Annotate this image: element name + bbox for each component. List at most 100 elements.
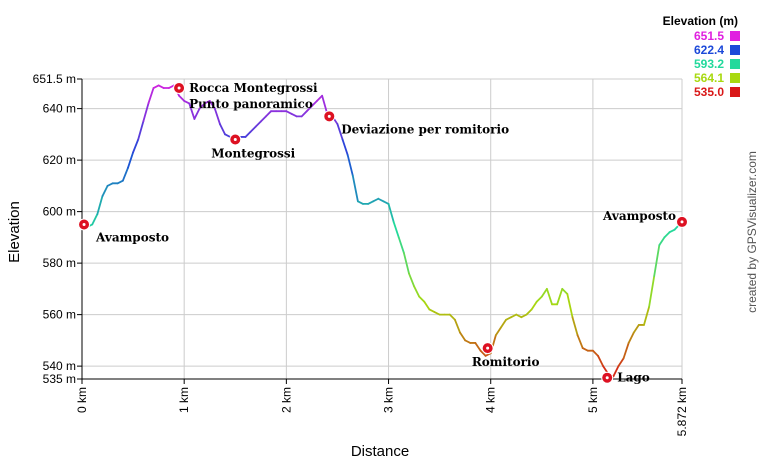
profile-segment (285, 110, 293, 115)
waypoint-label: Romitorio (472, 355, 540, 369)
profile-segment (433, 311, 441, 316)
waypoint-marker-center (680, 220, 684, 224)
legend-value: 622.4 (694, 43, 724, 57)
profile-segment (321, 94, 329, 115)
legend-swatch (730, 87, 740, 97)
y-axis-title: Elevation (6, 201, 23, 263)
profile-segment (101, 184, 109, 198)
profile-segment (219, 123, 226, 136)
profile-segment (643, 305, 650, 326)
waypoint-markers: Avamposto Rocca Montegrossi Montegrossi Dev… (78, 81, 688, 385)
profile-segment (147, 87, 155, 105)
profile-segment (336, 123, 344, 141)
profile-segment (632, 324, 640, 334)
waypoint-marker-center (327, 114, 331, 118)
profile-segment (259, 115, 267, 123)
profile-segment (505, 316, 513, 321)
legend-value: 651.5 (694, 29, 724, 43)
profile-segment (525, 308, 533, 316)
y-tick-label: 620 m (43, 153, 76, 167)
waypoint-marker-center (233, 138, 237, 142)
waypoint-marker-center (605, 376, 609, 380)
profile-segment (351, 174, 359, 203)
y-tick-label: 535 m (43, 372, 76, 386)
profile-segment (265, 110, 272, 118)
x-tick-label: 4 km (484, 387, 498, 413)
profile-segment (566, 293, 574, 319)
waypoint-label: Montegrossi (211, 147, 295, 161)
profile-segment (648, 275, 656, 308)
x-tick-label: 0 km (75, 387, 89, 413)
profile-segment (372, 197, 380, 203)
profile-segment (402, 251, 410, 275)
profile-segment (591, 349, 599, 357)
profile-segment (178, 94, 186, 102)
profile-segment (213, 107, 221, 125)
profile-segment (157, 84, 165, 89)
profile-segment (612, 365, 620, 378)
profile-segment (474, 342, 482, 352)
plot-area (82, 79, 682, 379)
profile-segment (341, 138, 349, 156)
profile-segment (142, 102, 150, 123)
profile-segment (448, 313, 456, 321)
profile-segment (428, 308, 436, 313)
legend-value: 564.1 (694, 71, 724, 85)
profile-segment (510, 313, 518, 319)
profile-segment (382, 200, 390, 205)
profile-segment (658, 236, 666, 246)
legend-swatch (730, 31, 740, 41)
y-tick-label: 600 m (43, 205, 76, 219)
waypoint-marker-center (177, 86, 181, 90)
profile-segment (356, 200, 364, 205)
profile-segment (515, 313, 523, 319)
profile-segment (203, 99, 211, 105)
profile-segment (254, 120, 262, 128)
profile-segment (208, 99, 216, 110)
profile-segment (484, 352, 492, 357)
profile-segment (561, 287, 569, 295)
profile-segment (479, 349, 487, 357)
profile-segment (668, 228, 676, 234)
x-axis-ticks: 0 km 1 km 2 km 3 km 4 km 5 km 5.872 km (75, 379, 689, 436)
waypoint-label: Deviazione per romitorio (341, 122, 509, 136)
profile-segment (413, 285, 421, 298)
profile-segment (408, 272, 415, 288)
profile-segment (535, 295, 543, 303)
profile-segment (96, 195, 104, 216)
profile-segment (311, 99, 318, 107)
profile-segment (167, 84, 175, 89)
legend-swatch (730, 73, 740, 83)
profile-segment (116, 179, 124, 185)
profile-segment (581, 347, 589, 352)
profile-segment (137, 120, 145, 141)
waypoint-marker-center (486, 346, 490, 350)
profile-segment (454, 318, 461, 334)
waypoint-label: Avamposto (602, 209, 676, 223)
y-tick-label: 640 m (43, 102, 76, 116)
profile-segment (106, 182, 114, 187)
legend-value: 535.0 (694, 85, 724, 99)
legend-swatch (730, 45, 740, 55)
profile-segment (127, 151, 134, 169)
waypoint-label: Avamposto (95, 230, 169, 244)
profile-segment (459, 331, 467, 342)
profile-segment (367, 200, 375, 205)
x-tick-label: 5 km (586, 387, 600, 413)
profile-segment (617, 357, 625, 368)
profile-segment (290, 112, 298, 118)
waypoint-label: Lago (617, 371, 650, 385)
x-tick-label: 1 km (177, 387, 191, 413)
x-axis-title: Distance (351, 443, 409, 460)
profile-segment (132, 138, 140, 154)
elevation-profile-line (81, 84, 683, 378)
legend-swatch (730, 59, 740, 69)
profile-segment (249, 125, 257, 133)
profile-segment (387, 202, 395, 223)
profile-segment (392, 221, 400, 239)
y-tick-label: 540 m (43, 359, 76, 373)
profile-segment (530, 300, 538, 311)
profile-segment (244, 130, 252, 138)
